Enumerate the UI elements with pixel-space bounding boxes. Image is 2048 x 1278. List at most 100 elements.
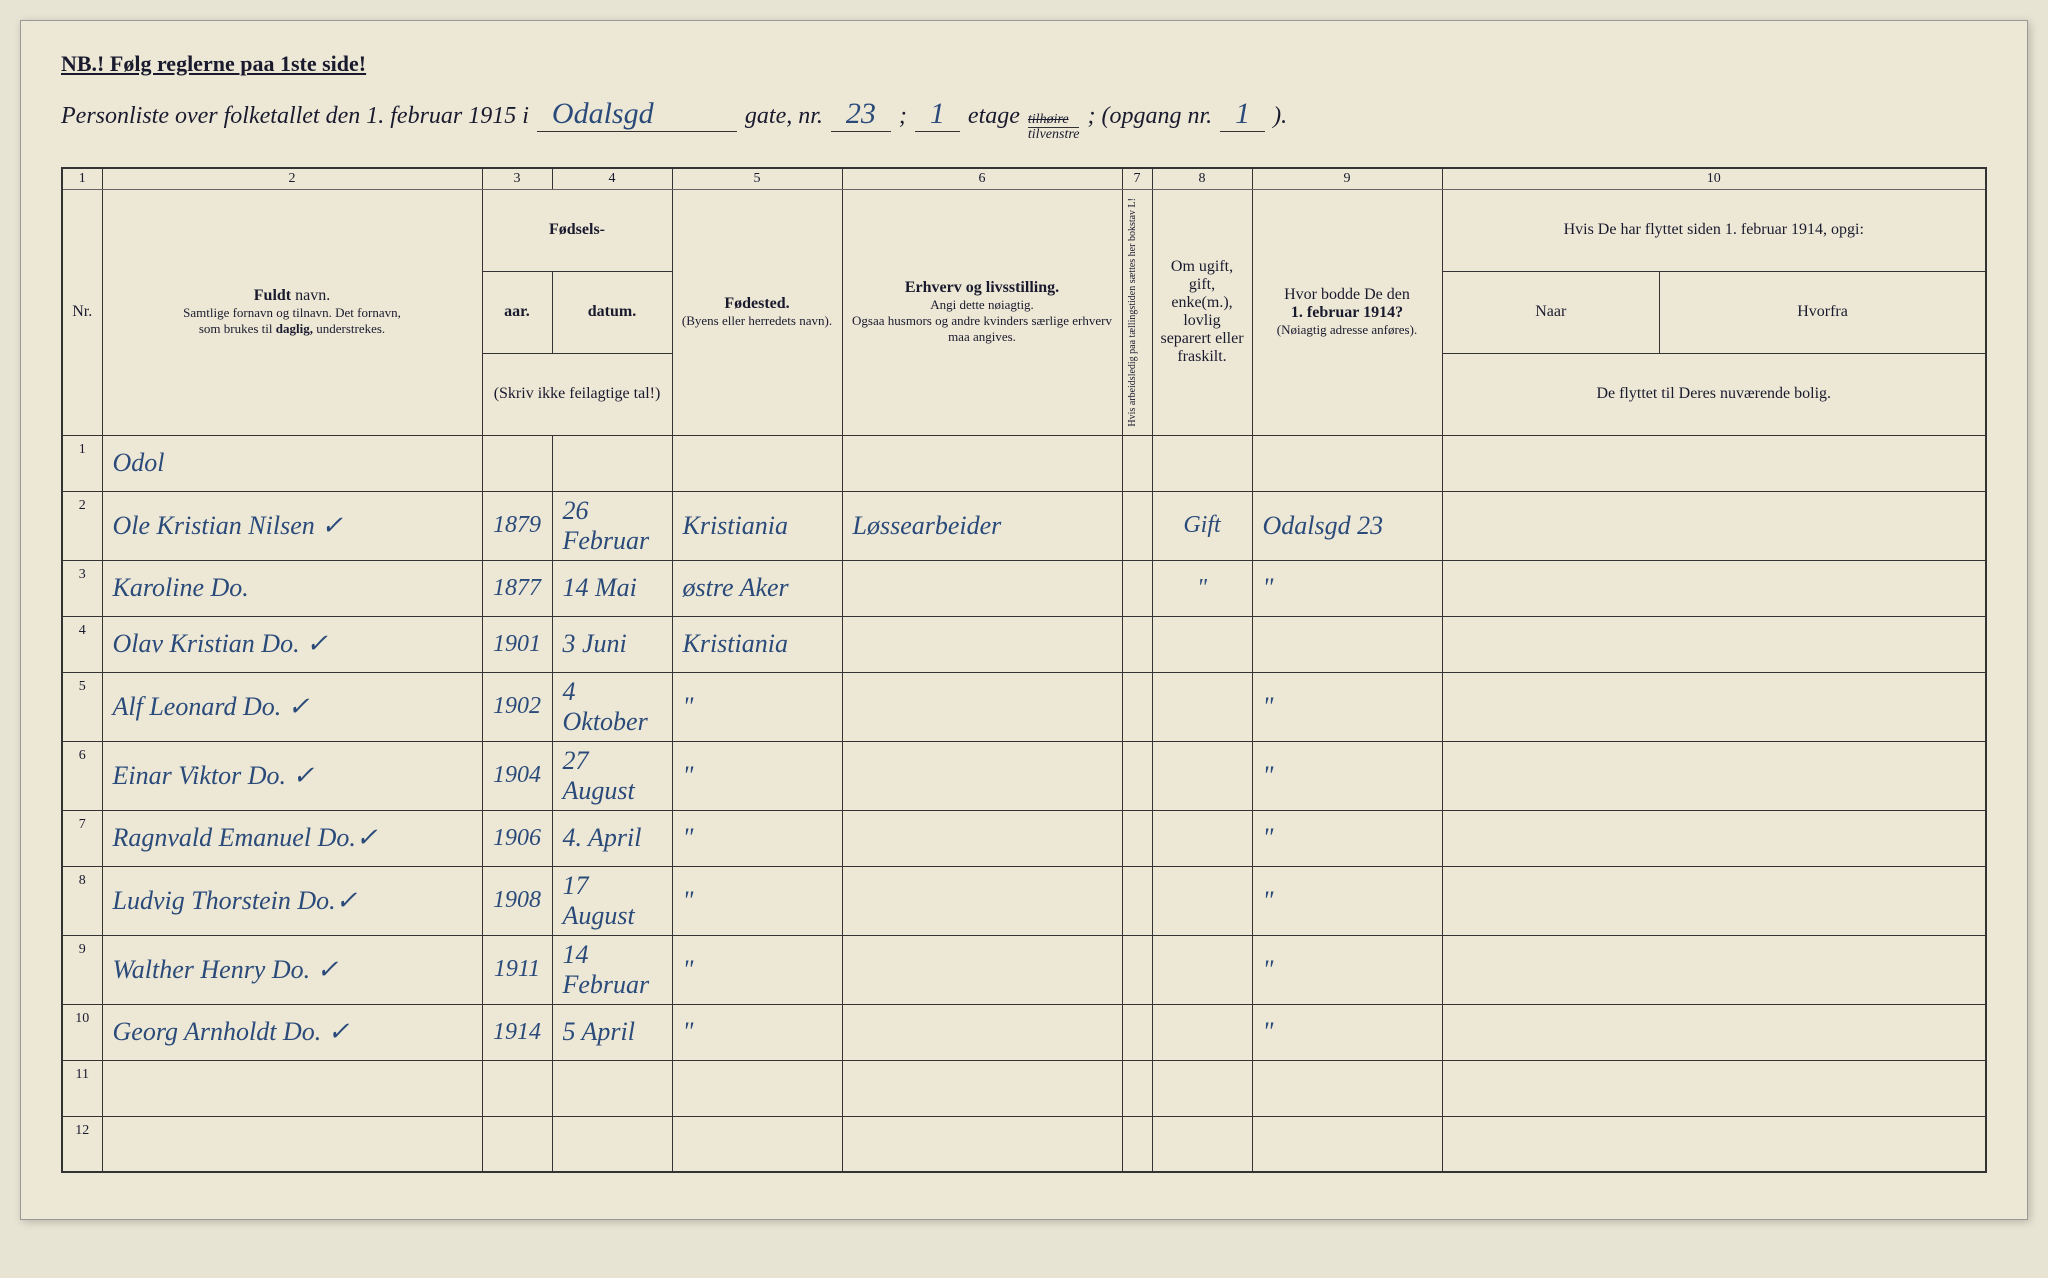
- header-col9: Hvor bodde De den 1. februar 1914? (Nøia…: [1252, 190, 1442, 436]
- cell-place: [672, 1116, 842, 1172]
- cell-date: 3 Juni: [552, 616, 672, 672]
- gate-label: gate, nr.: [745, 103, 823, 130]
- header-prefix: Personliste over folketallet den 1. febr…: [61, 103, 529, 130]
- header-fodsels: Fødsels-: [482, 190, 672, 272]
- cell-date: [552, 1060, 672, 1116]
- cell-c7: [1122, 935, 1152, 1004]
- table-row: 4 Olav Kristian Do. ✓ 1901 3 Juni Kristi…: [62, 616, 1986, 672]
- cell-c10: [1442, 435, 1986, 491]
- cell-name: Ludvig Thorstein Do.✓: [102, 866, 482, 935]
- cell-c8: [1152, 435, 1252, 491]
- cell-date: 27 August: [552, 741, 672, 810]
- header-col8: Om ugift, gift, enke(m.), lovlig separer…: [1152, 190, 1252, 436]
- cell-c8: [1152, 935, 1252, 1004]
- census-table: 1 2 3 4 5 6 7 8 9 10 Nr. Fuldt navn. Sam…: [61, 167, 1987, 1173]
- colnum-10: 10: [1442, 168, 1986, 190]
- cell-place: ": [672, 935, 842, 1004]
- colnum-8: 8: [1152, 168, 1252, 190]
- census-document: NB.! Følg reglerne paa 1ste side! Person…: [20, 20, 2028, 1220]
- cell-name: Walther Henry Do. ✓: [102, 935, 482, 1004]
- header-col7: Hvis arbeidsledig paa tællingstiden sætt…: [1122, 190, 1152, 436]
- cell-c9: Odalsgd 23: [1252, 491, 1442, 560]
- cell-c7: [1122, 491, 1152, 560]
- table-row: 2 Ole Kristian Nilsen ✓ 1879 26 Februar …: [62, 491, 1986, 560]
- cell-place: [672, 435, 842, 491]
- cell-c10: [1442, 741, 1986, 810]
- opgang-label: ; (opgang nr.: [1087, 103, 1212, 130]
- header-naar: Naar: [1442, 271, 1660, 353]
- cell-c8: [1152, 1060, 1252, 1116]
- closing-paren: ).: [1273, 103, 1287, 130]
- cell-c9: [1252, 435, 1442, 491]
- cell-place: ": [672, 1004, 842, 1060]
- header-erhverv: Erhverv og livsstilling. Angi dette nøia…: [842, 190, 1122, 436]
- cell-occupation: [842, 435, 1122, 491]
- cell-c8: [1152, 1004, 1252, 1060]
- cell-year: 1906: [482, 810, 552, 866]
- cell-date: 14 Februar: [552, 935, 672, 1004]
- header-row-1: Nr. Fuldt navn. Samtlige fornavn og tiln…: [62, 190, 1986, 272]
- cell-c9: ": [1252, 560, 1442, 616]
- table-row: 11: [62, 1060, 1986, 1116]
- cell-date: 17 August: [552, 866, 672, 935]
- cell-date: 4. April: [552, 810, 672, 866]
- cell-c9: ": [1252, 672, 1442, 741]
- cell-year: 1911: [482, 935, 552, 1004]
- colnum-2: 2: [102, 168, 482, 190]
- nb-instruction: NB.! Følg reglerne paa 1ste side!: [61, 51, 1987, 77]
- row-number: 5: [62, 672, 102, 741]
- table-row: 12: [62, 1116, 1986, 1172]
- cell-c10: [1442, 935, 1986, 1004]
- header-col10-top: Hvis De har flyttet siden 1. februar 191…: [1442, 190, 1986, 272]
- cell-place: ": [672, 672, 842, 741]
- cell-c7: [1122, 1004, 1152, 1060]
- cell-place: ": [672, 866, 842, 935]
- cell-c9: ": [1252, 866, 1442, 935]
- cell-c8: [1152, 741, 1252, 810]
- cell-c10: [1442, 491, 1986, 560]
- cell-date: 4 Oktober: [552, 672, 672, 741]
- row-number: 10: [62, 1004, 102, 1060]
- cell-occupation: [842, 1116, 1122, 1172]
- cell-year: 1908: [482, 866, 552, 935]
- cell-occupation: [842, 866, 1122, 935]
- row-number: 9: [62, 935, 102, 1004]
- colnum-3: 3: [482, 168, 552, 190]
- cell-c10: [1442, 672, 1986, 741]
- cell-c8: [1152, 866, 1252, 935]
- cell-c9: ": [1252, 1004, 1442, 1060]
- row-number: 12: [62, 1116, 102, 1172]
- cell-year: 1914: [482, 1004, 552, 1060]
- header-hvorfra: Hvorfra: [1660, 271, 1986, 353]
- cell-c10: [1442, 1004, 1986, 1060]
- cell-occupation: [842, 1060, 1122, 1116]
- header-datum: datum.: [552, 271, 672, 353]
- cell-occupation: [842, 672, 1122, 741]
- etage-number: 1: [915, 97, 960, 132]
- cell-c8: Gift: [1152, 491, 1252, 560]
- cell-c7: [1122, 866, 1152, 935]
- header-col10-sub: De flyttet til Deres nuværende bolig.: [1442, 353, 1986, 435]
- cell-c8: ": [1152, 560, 1252, 616]
- cell-name: Einar Viktor Do. ✓: [102, 741, 482, 810]
- cell-occupation: Løssearbeider: [842, 491, 1122, 560]
- table-row: 5 Alf Leonard Do. ✓ 1902 4 Oktober " ": [62, 672, 1986, 741]
- cell-c7: [1122, 810, 1152, 866]
- cell-c9: ": [1252, 741, 1442, 810]
- cell-occupation: [842, 1004, 1122, 1060]
- street-name: Odalsgd: [537, 97, 737, 132]
- cell-c7: [1122, 741, 1152, 810]
- separator: ;: [899, 103, 907, 130]
- row-number: 11: [62, 1060, 102, 1116]
- cell-occupation: [842, 741, 1122, 810]
- table-row: 1 Odol: [62, 435, 1986, 491]
- colnum-6: 6: [842, 168, 1122, 190]
- cell-date: 14 Mai: [552, 560, 672, 616]
- cell-c8: [1152, 810, 1252, 866]
- cell-name: Odol: [102, 435, 482, 491]
- cell-year: [482, 435, 552, 491]
- cell-c9: [1252, 1060, 1442, 1116]
- cell-place: Kristiania: [672, 616, 842, 672]
- cell-date: 26 Februar: [552, 491, 672, 560]
- cell-c7: [1122, 560, 1152, 616]
